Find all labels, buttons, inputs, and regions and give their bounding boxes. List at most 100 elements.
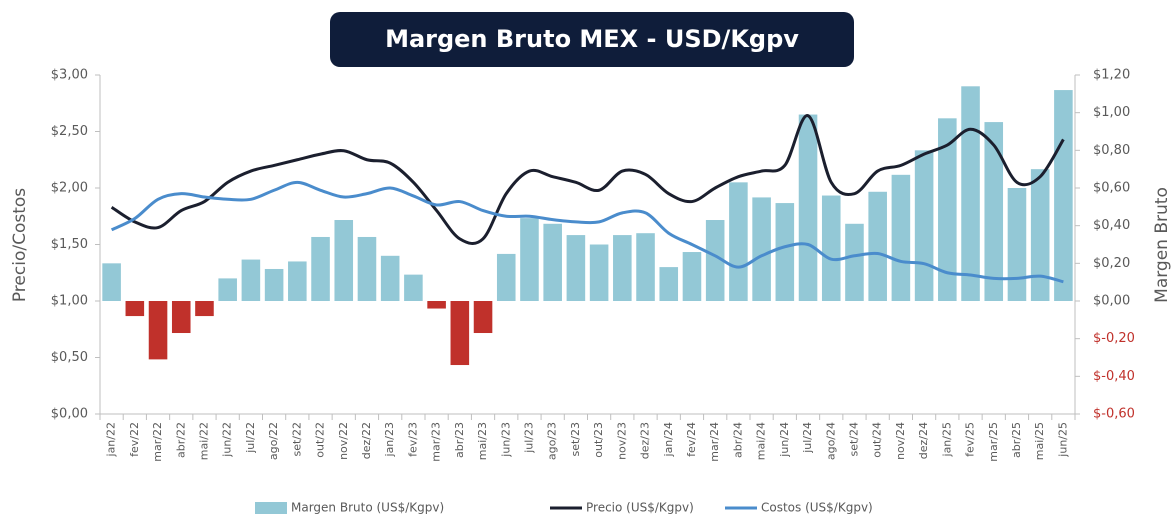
x-tick-label: mai/25 [1033,422,1046,460]
x-tick-label: dez/23 [639,422,652,459]
bar [938,118,957,301]
bar [496,253,516,301]
y-tick-label: $1,50 [51,237,88,252]
bar [659,267,679,301]
legend-label: Precio (US$/Kgpv) [586,501,694,515]
x-tick-label: fev/25 [964,422,977,457]
y2-tick-label: $-0,20 [1093,331,1135,346]
bar [334,220,354,301]
x-tick-label: mai/22 [197,422,210,460]
bar [102,263,121,301]
x-tick-label: nov/23 [615,422,628,460]
y2-tick-label: $1,20 [1093,68,1130,83]
bar [821,195,841,301]
bar [288,261,307,301]
x-tick-label: jan/25 [940,422,953,457]
bar [1054,90,1073,301]
bar [357,236,377,301]
x-tick-label: out/22 [314,422,327,458]
title-box [330,12,854,67]
x-tick-label: jan/22 [105,422,118,457]
x-tick-label: ago/22 [267,422,280,460]
y2-tick-label: $-0,60 [1093,407,1135,422]
chart-title: Margen Bruto MEX - USD/Kgpv [385,25,799,53]
x-tick-label: dez/24 [917,422,930,459]
y2-axis-title: Margen Bruto [1152,187,1171,303]
bar [613,235,632,301]
x-tick-label: set/23 [569,422,582,457]
bar [241,259,261,301]
legend-swatch [255,502,287,514]
x-tick-label: dez/22 [360,422,373,459]
bar [1007,188,1027,301]
x-tick-label: out/24 [871,422,884,458]
x-tick-label: mai/24 [755,422,768,460]
bar [148,301,168,360]
y-tick-label: $2,00 [51,181,88,196]
bar [845,223,864,301]
x-tick-label: jul/22 [244,422,257,454]
x-tick-label: abr/24 [731,422,744,458]
y2-tick-label: $-0,40 [1093,369,1135,384]
legend-label: Margen Bruto (US$/Kgpv) [291,501,444,515]
x-tick-label: fev/22 [128,422,141,457]
line [110,114,1065,245]
x-tick-label: mar/24 [708,422,721,462]
bar [729,182,748,301]
x-tick-label: mar/23 [430,422,443,462]
x-tick-label: ago/24 [824,422,837,460]
bar [914,150,934,301]
bar [589,244,609,301]
x-tick-label: jul/23 [522,422,535,454]
bar [264,268,284,301]
x-tick-label: jun/23 [499,422,512,458]
bar [775,203,795,301]
x-tick-label: jun/22 [221,422,234,458]
y2-tick-label: $1,00 [1093,105,1130,120]
x-tick-label: mar/22 [151,422,164,462]
x-tick-label: set/24 [847,422,860,457]
x-tick-label: fev/24 [685,422,698,457]
x-tick-label: ago/23 [546,422,559,460]
x-tick-label: jun/25 [1056,422,1069,458]
y-tick-label: $0,00 [51,407,88,422]
bar [520,218,539,301]
x-tick-label: abr/23 [453,422,466,458]
y2-tick-label: $0,80 [1093,143,1130,158]
x-tick-label: out/23 [592,422,605,458]
bar [473,301,493,334]
bar [752,197,771,301]
bar [311,236,330,301]
line [110,180,1064,284]
x-tick-label: jan/23 [383,422,396,457]
x-tick-label: jun/24 [778,422,791,458]
bar [705,220,725,301]
x-tick-label: mar/25 [987,422,1000,462]
y2-tick-label: $0,60 [1093,181,1130,196]
y2-tick-label: $0,40 [1093,218,1130,233]
x-tick-label: nov/22 [337,422,350,460]
bar [125,301,145,317]
y-tick-label: $1,00 [51,294,88,309]
bar [195,301,214,317]
y2-tick-label: $0,20 [1093,256,1130,271]
bar [798,114,818,301]
x-tick-label: abr/25 [1010,422,1023,458]
bar [404,274,423,301]
x-tick-label: mai/23 [476,422,489,460]
bar [1030,169,1050,301]
x-tick-label: abr/22 [174,422,187,458]
bar [636,233,655,301]
x-tick-label: jan/24 [662,422,675,457]
bar [380,255,400,301]
y2-tick-label: $0,00 [1093,294,1130,309]
bar [868,191,887,301]
legend-label: Costos (US$/Kgpv) [761,501,873,515]
bar [218,278,237,301]
x-tick-label: set/22 [290,422,303,457]
x-tick-label: fev/23 [406,422,419,457]
y-tick-label: $0,50 [51,350,88,365]
bar [450,301,470,366]
y-tick-label: $3,00 [51,68,88,83]
